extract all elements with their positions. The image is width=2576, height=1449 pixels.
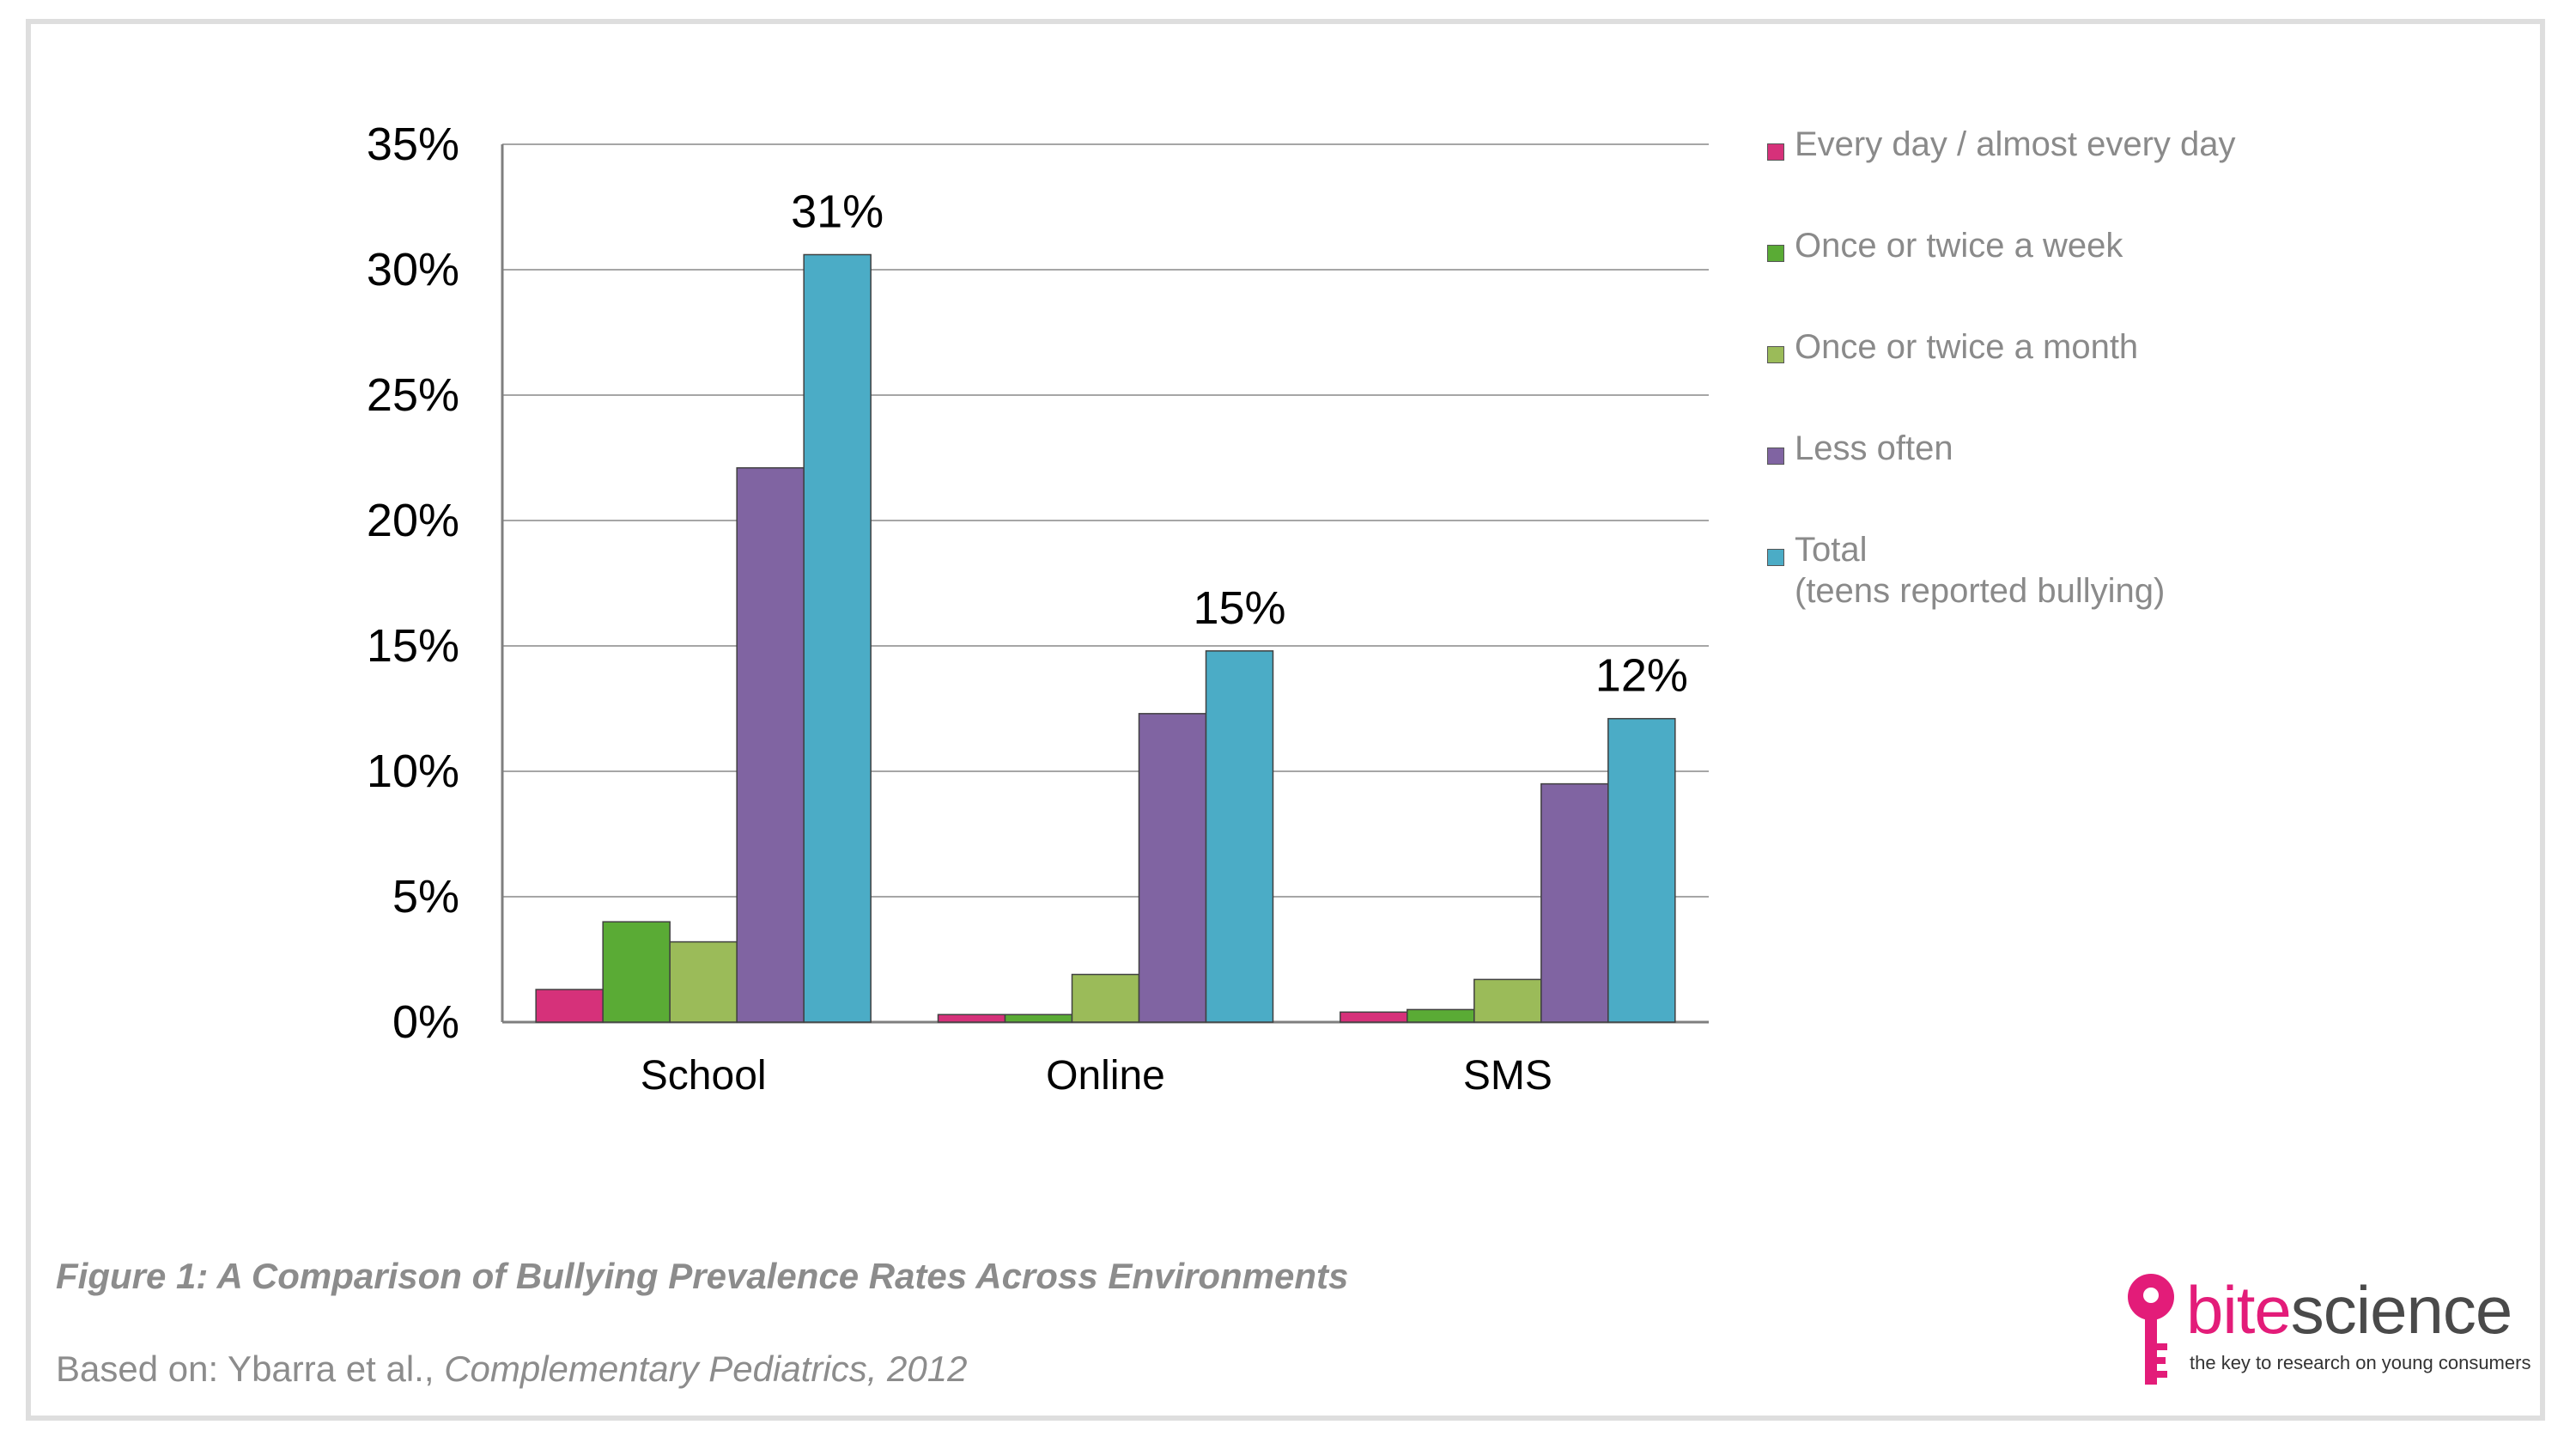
y-tick-label: 5% <box>392 871 459 922</box>
y-tick-label: 20% <box>367 495 459 546</box>
logo-tagline: the key to research on young consumers <box>2190 1352 2531 1373</box>
legend-swatch <box>1767 549 1784 566</box>
source-prefix: Based on: Ybarra et al., <box>56 1349 445 1389</box>
bar <box>1340 1011 1408 1023</box>
bar <box>1473 978 1542 1023</box>
x-tick-label: Online <box>1046 1053 1165 1099</box>
bar <box>1607 717 1676 1023</box>
bar <box>1205 650 1274 1023</box>
logo-science: science <box>2290 1272 2512 1348</box>
bar <box>1138 713 1207 1023</box>
bar <box>1071 973 1140 1023</box>
legend-label: Total (teens reported bullying) <box>1795 529 2165 612</box>
bar <box>535 989 604 1023</box>
legend-label: Once or twice a week <box>1795 227 2123 265</box>
figure-caption: Figure 1: A Comparison of Bullying Preva… <box>56 1256 1349 1296</box>
bar <box>937 1014 1006 1023</box>
logo-wordmark: bitescience <box>2186 1271 2512 1349</box>
legend-label-main: Total <box>1795 531 1868 569</box>
y-tick-label: 0% <box>392 996 459 1048</box>
chart-legend: Every day / almost every day Once or twi… <box>1767 120 2368 627</box>
legend-item-less-often: Less often <box>1767 424 2368 526</box>
figure-frame <box>26 19 2545 1421</box>
bar <box>803 253 872 1023</box>
bar <box>669 941 738 1023</box>
key-icon <box>2128 1274 2174 1385</box>
x-tick-label: School <box>641 1053 767 1099</box>
legend-swatch <box>1767 346 1784 363</box>
data-label: 15% <box>1193 582 1285 634</box>
y-tick-label: 25% <box>367 369 459 421</box>
y-tick-label: 30% <box>367 244 459 295</box>
logo-bite: bite <box>2186 1272 2292 1348</box>
legend-item-total: Total (teens reported bullying) <box>1767 526 2368 627</box>
bar <box>1004 1014 1073 1023</box>
bar <box>1406 1008 1475 1023</box>
legend-swatch <box>1767 245 1784 262</box>
legend-label: Less often <box>1795 429 1953 467</box>
y-tick-label: 15% <box>367 620 459 672</box>
legend-item-weekly: Once or twice a week <box>1767 222 2368 323</box>
legend-label: Once or twice a month <box>1795 328 2139 366</box>
y-tick-label: 10% <box>367 746 459 797</box>
data-label: 12% <box>1595 650 1688 702</box>
bar <box>1540 782 1609 1023</box>
bar <box>736 466 805 1023</box>
bitescience-logo: bitescience the key to research on young… <box>2121 1271 2533 1400</box>
legend-item-every-day: Every day / almost every day <box>1767 120 2368 222</box>
source-journal: Complementary Pediatrics, 2012 <box>444 1349 968 1389</box>
bar <box>602 921 671 1023</box>
legend-swatch <box>1767 143 1784 161</box>
source-citation: Based on: Ybarra et al., Complementary P… <box>56 1349 967 1390</box>
legend-label: Every day / almost every day <box>1795 125 2236 163</box>
data-label: 31% <box>791 186 884 237</box>
y-tick-label: 35% <box>367 119 459 170</box>
legend-item-monthly: Once or twice a month <box>1767 323 2368 424</box>
legend-swatch <box>1767 447 1784 465</box>
x-tick-label: SMS <box>1463 1053 1552 1099</box>
legend-label-sub: (teens reported bullying) <box>1795 572 2166 610</box>
